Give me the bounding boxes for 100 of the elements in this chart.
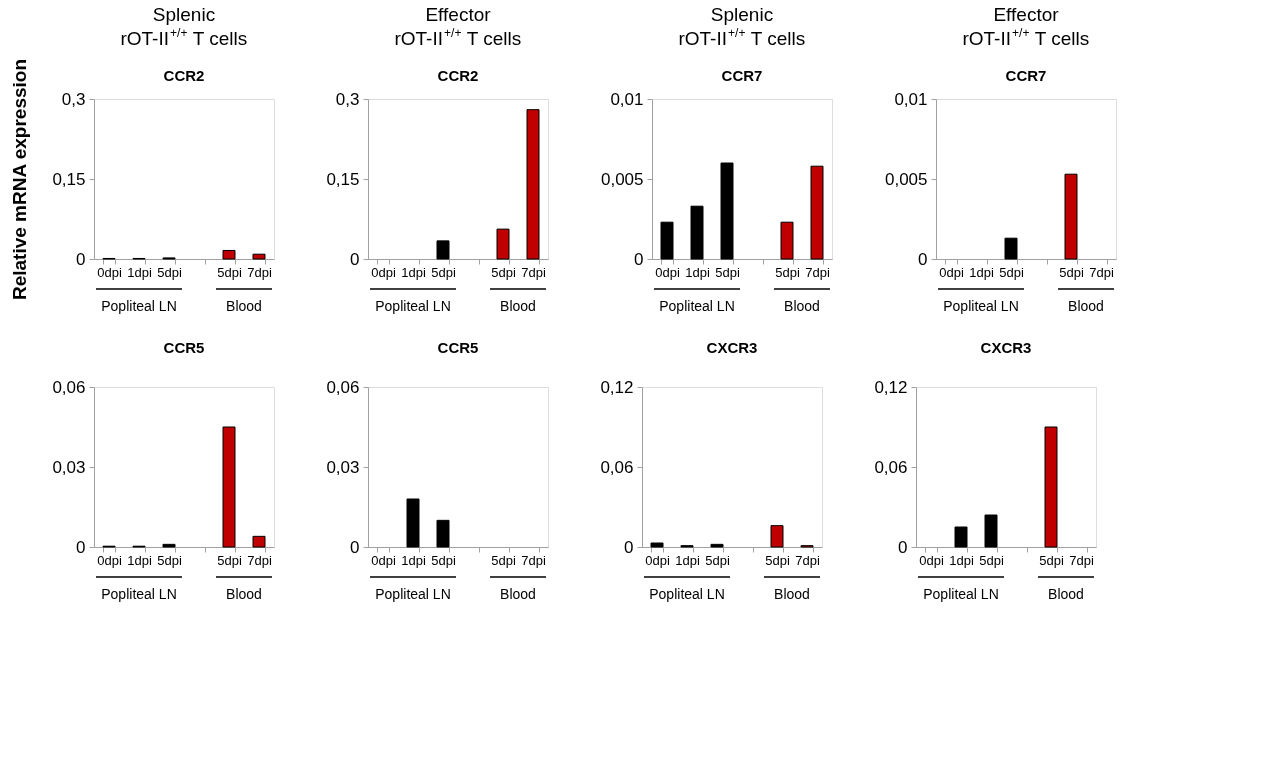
x-tick-label: 7dpi	[247, 552, 272, 568]
text: Popliteal LN	[649, 586, 725, 602]
x-tick-label: 1dpi	[401, 552, 426, 568]
x-tick-label: 7dpi	[521, 264, 546, 280]
bar	[252, 535, 266, 548]
x-tick-label: 7dpi	[795, 552, 820, 568]
bar	[984, 514, 998, 548]
text: Blood	[226, 298, 262, 314]
x-tick-label: 5dpi	[705, 552, 730, 568]
chart-subtitle: CCR7	[721, 67, 763, 84]
y-tick-label: 0,06	[600, 457, 634, 477]
y-tick-label: 0,3	[335, 89, 360, 109]
x-tick-label: 0dpi	[655, 264, 680, 280]
y-tick-label: 0,06	[874, 457, 908, 477]
x-tick-label: 1dpi	[675, 552, 700, 568]
y-tick-label: 0,12	[874, 377, 908, 397]
chart-title: Splenic rOT-II+/+ T cells	[120, 4, 248, 49]
x-tick-label: 5dpi	[217, 552, 242, 568]
y-axis-title: Relative mRNA expression	[9, 58, 31, 301]
y-tick-label: 0	[76, 537, 86, 557]
x-tick-label: 1dpi	[127, 552, 152, 568]
bar	[436, 240, 450, 260]
bar	[720, 162, 734, 260]
text: Popliteal LN	[943, 298, 1019, 314]
bar	[954, 526, 968, 548]
bar	[222, 249, 236, 260]
chart-subtitle: CCR7	[1005, 67, 1047, 84]
text: Blood	[500, 586, 536, 602]
x-tick-label: 5dpi	[491, 552, 516, 568]
text: Popliteal LN	[375, 298, 451, 314]
text: Popliteal LN	[101, 586, 177, 602]
x-tick-label: 0dpi	[97, 264, 122, 280]
chart-title: Splenic rOT-II+/+ T cells	[678, 4, 806, 49]
chart-title: Effector rOT-II+/+ T cells	[962, 4, 1090, 49]
x-tick-label: 5dpi	[979, 552, 1004, 568]
bar	[780, 221, 794, 260]
x-tick-label: 0dpi	[371, 264, 396, 280]
chart-title: CXCR3	[706, 339, 758, 356]
bar	[690, 205, 704, 260]
text: Popliteal LN	[923, 586, 999, 602]
y-tick-label: 0,06	[326, 377, 360, 397]
x-tick-label: 5dpi	[491, 264, 516, 280]
x-tick-label: 5dpi	[431, 264, 456, 280]
y-tick-label: 0	[898, 537, 908, 557]
x-tick-label: 5dpi	[157, 552, 182, 568]
x-tick-label: 5dpi	[775, 264, 800, 280]
chart-title: CCR5	[163, 339, 205, 356]
x-tick-label: 5dpi	[157, 264, 182, 280]
x-tick-label: 7dpi	[247, 264, 272, 280]
y-tick-label: 0	[634, 249, 644, 269]
text: Popliteal LN	[375, 586, 451, 602]
x-tick-label: 0dpi	[939, 264, 964, 280]
y-tick-label: 0,12	[600, 377, 634, 397]
y-tick-label: 0	[624, 537, 634, 557]
x-tick-label: 1dpi	[949, 552, 974, 568]
x-tick-label: 7dpi	[521, 552, 546, 568]
bar	[810, 165, 824, 260]
bar	[496, 228, 510, 260]
x-tick-label: 7dpi	[1069, 552, 1094, 568]
bar	[162, 543, 176, 548]
bar	[770, 525, 784, 548]
x-tick-label: 5dpi	[1039, 552, 1064, 568]
text: Blood	[774, 586, 810, 602]
y-tick-label: 0	[918, 249, 928, 269]
bar	[710, 543, 724, 548]
chart-title: CCR5	[437, 339, 479, 356]
chart-subtitle: CCR2	[163, 67, 205, 84]
x-tick-label: 5dpi	[1059, 264, 1084, 280]
x-tick-label: 5dpi	[715, 264, 740, 280]
text: Blood	[1048, 586, 1084, 602]
text: Blood	[226, 586, 262, 602]
x-tick-label: 7dpi	[805, 264, 830, 280]
text: Blood	[1068, 298, 1104, 314]
y-tick-label: 0,01	[610, 89, 644, 109]
x-tick-label: 1dpi	[969, 264, 994, 280]
bar	[650, 542, 664, 548]
text: Popliteal LN	[659, 298, 735, 314]
x-tick-label: 5dpi	[431, 552, 456, 568]
x-tick-label: 1dpi	[685, 264, 710, 280]
y-tick-label: 0,005	[884, 169, 928, 189]
y-tick-label: 0	[350, 537, 360, 557]
x-tick-label: 5dpi	[217, 264, 242, 280]
x-tick-label: 7dpi	[1089, 264, 1114, 280]
x-tick-label: 1dpi	[127, 264, 152, 280]
y-tick-label: 0,06	[52, 377, 86, 397]
y-tick-label: 0,01	[894, 89, 928, 109]
x-tick-label: 0dpi	[97, 552, 122, 568]
bar	[252, 253, 266, 260]
y-tick-label: 0,03	[326, 457, 360, 477]
chart-title: Effector rOT-II+/+ T cells	[394, 4, 522, 49]
bar	[526, 109, 540, 260]
x-tick-label: 5dpi	[765, 552, 790, 568]
text: Popliteal LN	[101, 298, 177, 314]
x-tick-label: 0dpi	[919, 552, 944, 568]
chart-subtitle: CCR2	[437, 67, 479, 84]
y-tick-label: 0	[76, 249, 86, 269]
y-tick-label: 0,005	[600, 169, 644, 189]
y-tick-label: 0,03	[52, 457, 86, 477]
text: Blood	[500, 298, 536, 314]
bar	[1044, 426, 1058, 548]
